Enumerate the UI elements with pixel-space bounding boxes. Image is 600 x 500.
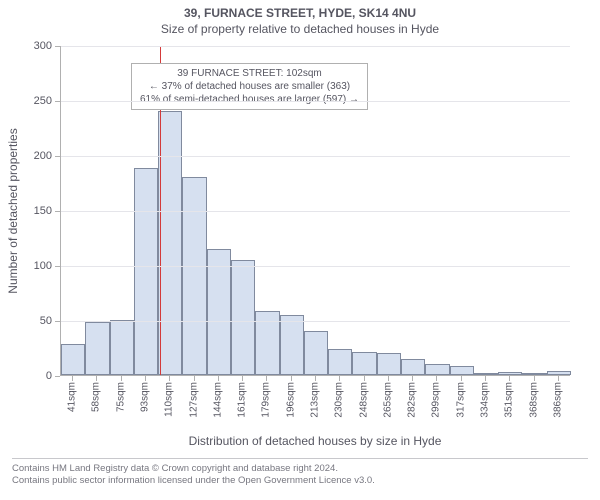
histogram-chart: Number of detached properties 0501001502…: [0, 36, 600, 456]
x-tick-label: 386sqm: [552, 382, 563, 418]
histogram-bar: [377, 353, 401, 375]
histogram-bar: [425, 364, 449, 375]
x-tick-label: 317sqm: [455, 382, 466, 418]
x-tick-label: 161sqm: [237, 382, 248, 418]
x-tick-label: 368sqm: [528, 382, 539, 418]
x-tick-mark: [218, 376, 219, 381]
x-tick-mark: [388, 376, 389, 381]
footer-line-1: Contains HM Land Registry data © Crown c…: [12, 463, 588, 475]
histogram-bar: [182, 177, 206, 375]
x-tick-mark: [461, 376, 462, 381]
annotation-line-3: 61% of semi-detached houses are larger (…: [140, 93, 359, 106]
histogram-bar: [522, 373, 546, 375]
annotation-box: 39 FURNACE STREET: 102sqm ← 37% of detac…: [131, 63, 368, 110]
x-tick-label: 110sqm: [164, 382, 175, 417]
x-tick-mark: [339, 376, 340, 381]
x-tick-label: 127sqm: [188, 382, 199, 418]
histogram-bar: [134, 168, 158, 375]
x-tick-label: 179sqm: [261, 382, 272, 418]
y-tick-label: 100: [34, 260, 52, 272]
x-tick-label: 144sqm: [212, 382, 223, 418]
x-tick-mark: [558, 376, 559, 381]
histogram-bar: [498, 372, 522, 375]
grid-line: [61, 101, 570, 102]
histogram-bar: [207, 249, 231, 376]
annotation-line-2: ← 37% of detached houses are smaller (36…: [140, 80, 359, 93]
x-tick-label: 248sqm: [358, 382, 369, 418]
histogram-bar: [474, 373, 498, 375]
x-tick-label: 41sqm: [67, 382, 78, 412]
x-tick-label: 230sqm: [334, 382, 345, 418]
x-tick-label: 334sqm: [480, 382, 491, 418]
y-tick-label: 50: [40, 315, 52, 327]
x-tick-label: 58sqm: [91, 382, 102, 412]
x-tick-label: 213sqm: [310, 382, 321, 418]
x-tick-mark: [291, 376, 292, 381]
x-tick-mark: [194, 376, 195, 381]
x-axis-title: Distribution of detached houses by size …: [60, 434, 570, 448]
x-tick-mark: [145, 376, 146, 381]
x-tick-label: 299sqm: [431, 382, 442, 418]
x-tick-label: 265sqm: [382, 382, 393, 418]
y-tick-label: 200: [34, 150, 52, 162]
x-tick-mark: [412, 376, 413, 381]
x-tick-mark: [436, 376, 437, 381]
x-tick-label: 93sqm: [140, 382, 151, 412]
x-tick-label: 351sqm: [504, 382, 515, 418]
histogram-bar: [450, 366, 474, 375]
page-title: 39, FURNACE STREET, HYDE, SK14 4NU: [0, 6, 600, 20]
x-tick-mark: [509, 376, 510, 381]
x-tick-mark: [242, 376, 243, 381]
page-subtitle: Size of property relative to detached ho…: [0, 22, 600, 36]
histogram-bar: [280, 315, 304, 376]
y-tick-label: 0: [46, 370, 52, 382]
histogram-bar: [158, 111, 182, 375]
y-tick-label: 150: [34, 205, 52, 217]
y-axis: 050100150200250300: [0, 46, 60, 376]
histogram-bar: [85, 322, 109, 375]
plot-area: 39 FURNACE STREET: 102sqm ← 37% of detac…: [60, 46, 570, 376]
histogram-bar: [304, 331, 328, 375]
footer: Contains HM Land Registry data © Crown c…: [12, 458, 588, 488]
grid-line: [61, 156, 570, 157]
x-tick-label: 282sqm: [407, 382, 418, 418]
grid-line: [61, 46, 570, 47]
x-tick-mark: [266, 376, 267, 381]
histogram-bar: [547, 371, 571, 375]
grid-line: [61, 321, 570, 322]
x-tick-mark: [485, 376, 486, 381]
x-axis: 41sqm 58sqm 75sqm 93sqm 110sqm 127sqm 144sqm 16…: [60, 376, 570, 436]
x-tick-label: 196sqm: [285, 382, 296, 418]
footer-line-2: Contains public sector information licen…: [12, 475, 588, 487]
histogram-bar: [61, 344, 85, 375]
x-tick-mark: [72, 376, 73, 381]
grid-line: [61, 266, 570, 267]
y-tick-label: 300: [34, 40, 52, 52]
annotation-line-1: 39 FURNACE STREET: 102sqm: [140, 67, 359, 80]
histogram-bar: [401, 359, 425, 376]
x-tick-mark: [121, 376, 122, 381]
x-tick-mark: [534, 376, 535, 381]
x-tick-mark: [364, 376, 365, 381]
histogram-bar: [328, 349, 352, 375]
y-tick-label: 250: [34, 95, 52, 107]
grid-line: [61, 211, 570, 212]
x-tick-mark: [96, 376, 97, 381]
histogram-bar: [231, 260, 255, 376]
x-tick-label: 75sqm: [115, 382, 126, 412]
x-tick-mark: [169, 376, 170, 381]
histogram-bar: [352, 352, 376, 375]
histogram-bar: [110, 320, 134, 375]
x-tick-mark: [315, 376, 316, 381]
